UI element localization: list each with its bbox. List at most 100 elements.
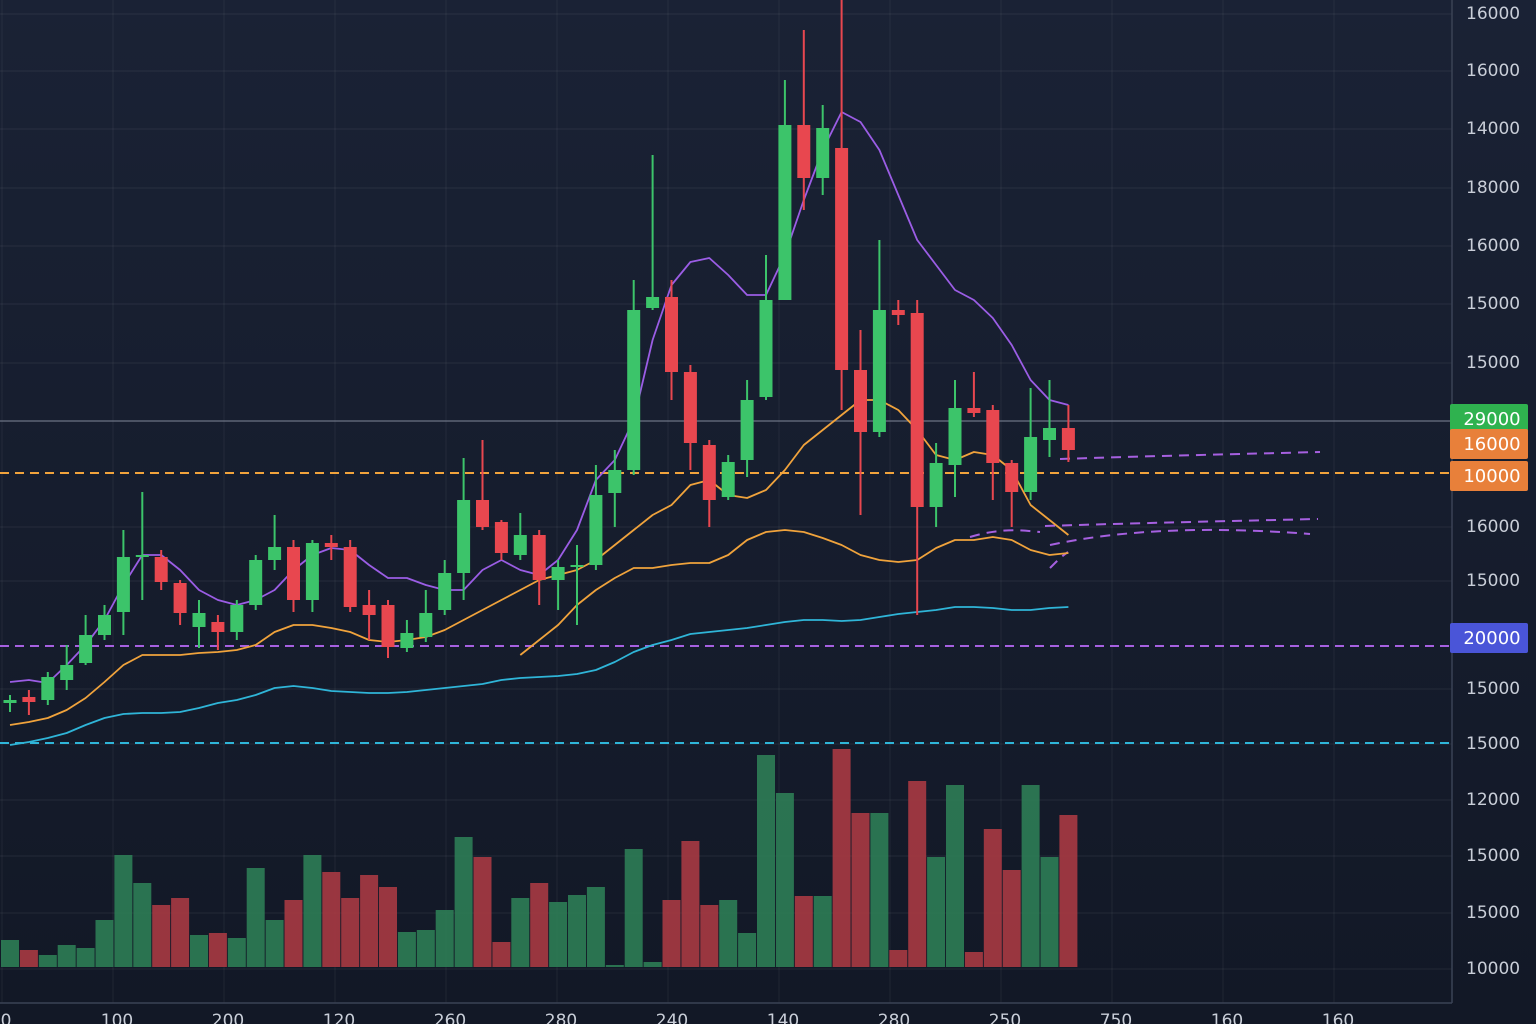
price-badge-label: 29000 — [1463, 409, 1520, 430]
volume-bar — [76, 948, 95, 967]
price-badge — [1450, 623, 1528, 653]
x-tick-label: 200 — [212, 1011, 244, 1024]
candle-body — [759, 300, 773, 397]
candle-body — [343, 547, 357, 607]
y-tick-label: 15000 — [1466, 679, 1520, 699]
volume-tick-label: 10000 — [1466, 959, 1520, 979]
y-tick-label: 14000 — [1466, 119, 1520, 139]
volume-tick-label: 12000 — [1466, 790, 1520, 810]
volume-bar — [454, 837, 473, 967]
candle-body — [116, 557, 130, 612]
volume-bar — [1059, 815, 1078, 967]
y-tick-label: 16000 — [1466, 517, 1520, 537]
volume-bar — [813, 896, 832, 967]
volume-bar — [775, 793, 794, 967]
volume-bar — [265, 920, 284, 967]
candle-body — [646, 297, 660, 308]
volume-bar — [927, 857, 946, 967]
candle-body — [872, 310, 886, 432]
x-tick-label: 260 — [434, 1011, 466, 1024]
candle-body — [438, 573, 452, 610]
candle-body — [79, 635, 93, 663]
candle-body — [854, 370, 867, 432]
volume-bar — [700, 905, 719, 967]
volume-bar — [964, 952, 983, 967]
candle-body — [3, 700, 17, 703]
volume-bar — [435, 910, 454, 967]
y-tick-label: 15000 — [1466, 571, 1520, 591]
volume-bar — [341, 898, 360, 967]
y-tick-label: 15000 — [1466, 294, 1520, 314]
volume-bar — [568, 895, 586, 967]
volume-bar — [208, 933, 227, 967]
candle-body — [173, 583, 187, 613]
volume-bar — [1002, 870, 1021, 967]
x-tick-label: 240 — [656, 1011, 688, 1024]
volume-bar — [530, 883, 549, 967]
volume-bar — [946, 785, 964, 967]
candle-body — [60, 665, 74, 680]
candle-body — [211, 622, 225, 632]
volume-bar — [794, 896, 813, 967]
candle-body — [665, 297, 678, 372]
x-tick-label: 140 — [767, 1011, 799, 1024]
candle-body — [986, 410, 1000, 463]
volume-bar — [681, 841, 700, 967]
volume-bar — [227, 938, 246, 967]
candle-body — [627, 310, 641, 470]
volume-bar — [1021, 785, 1040, 967]
y-tick-label: 15000 — [1466, 734, 1520, 754]
volume-bar — [832, 749, 851, 967]
candle-body — [740, 400, 754, 460]
volume-bar — [908, 781, 927, 967]
volume-bar — [38, 955, 57, 967]
volume-bar — [549, 902, 568, 967]
volume-tick-label: 15000 — [1466, 846, 1520, 866]
price-badge-label: 20000 — [1463, 628, 1520, 649]
candle-body — [98, 615, 111, 635]
projection-line — [1049, 528, 1311, 546]
x-tick-label: 250 — [989, 1011, 1021, 1024]
y-tick-label: 16000 — [1466, 236, 1520, 256]
candle-body — [230, 605, 244, 632]
x-tick-label: 280 — [545, 1011, 577, 1024]
candle-body — [1043, 428, 1056, 440]
volume-bar — [152, 905, 171, 967]
x-tick-label: 750 — [1100, 1011, 1132, 1024]
x-tick-label: 0 — [1, 1011, 12, 1024]
candle-body — [268, 547, 282, 560]
price-badge — [1450, 404, 1528, 434]
candle-body — [608, 470, 622, 493]
candle-body — [192, 613, 206, 627]
candle-body — [476, 500, 489, 527]
moving-average-line — [519, 529, 1069, 656]
projection-line — [969, 529, 1041, 538]
volume-bar — [492, 942, 511, 967]
volume-bar — [624, 849, 643, 967]
volume-bar — [379, 887, 397, 967]
grid — [0, 0, 1452, 1003]
volume-bar — [133, 883, 152, 967]
x-tick-label: 160 — [1211, 1011, 1243, 1024]
candle-body — [400, 633, 414, 648]
candle-body — [1024, 437, 1038, 492]
volume-bar — [738, 933, 757, 967]
volume-bar — [605, 965, 624, 967]
volume-bar — [719, 900, 738, 967]
price-badge-label: 10000 — [1463, 466, 1520, 487]
candle-body — [1061, 428, 1075, 450]
price-badge — [1450, 429, 1528, 459]
y-tick-label: 18000 — [1466, 178, 1520, 198]
candle-body — [324, 543, 338, 547]
candle-body — [1005, 463, 1019, 492]
candle-body — [948, 408, 962, 465]
volume-bar — [303, 855, 322, 967]
volume-bar — [57, 945, 76, 967]
candle-body — [721, 462, 735, 497]
candle-body — [41, 677, 55, 700]
volume-bar — [662, 900, 681, 967]
projection-line — [1059, 451, 1321, 460]
candle-body — [816, 128, 830, 178]
candle-body — [910, 313, 924, 507]
